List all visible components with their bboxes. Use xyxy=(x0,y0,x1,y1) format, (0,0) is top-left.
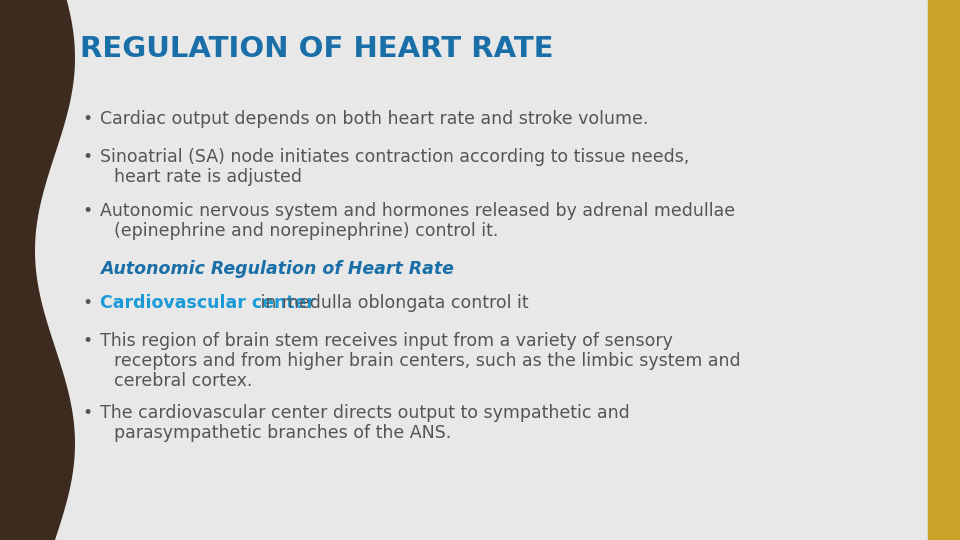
Text: The cardiovascular center directs output to sympathetic and: The cardiovascular center directs output… xyxy=(100,404,630,422)
Text: •: • xyxy=(82,110,92,128)
Text: (epinephrine and norepinephrine) control it.: (epinephrine and norepinephrine) control… xyxy=(114,222,498,240)
Text: Cardiac output depends on both heart rate and stroke volume.: Cardiac output depends on both heart rat… xyxy=(100,110,648,128)
Text: cerebral cortex.: cerebral cortex. xyxy=(114,372,252,390)
Text: Cardiovascular center: Cardiovascular center xyxy=(100,294,315,312)
Text: parasympathetic branches of the ANS.: parasympathetic branches of the ANS. xyxy=(114,424,451,442)
Text: •: • xyxy=(82,294,92,312)
Text: •: • xyxy=(82,202,92,220)
Text: •: • xyxy=(82,332,92,350)
Text: receptors and from higher brain centers, such as the limbic system and: receptors and from higher brain centers,… xyxy=(114,352,740,370)
Text: in medulla oblongata control it: in medulla oblongata control it xyxy=(255,294,529,312)
Text: •: • xyxy=(82,148,92,166)
Text: •: • xyxy=(82,404,92,422)
Text: Autonomic Regulation of Heart Rate: Autonomic Regulation of Heart Rate xyxy=(100,260,454,278)
Text: Autonomic nervous system and hormones released by adrenal medullae: Autonomic nervous system and hormones re… xyxy=(100,202,735,220)
Bar xyxy=(928,0,960,540)
Polygon shape xyxy=(0,0,75,540)
Text: This region of brain stem receives input from a variety of sensory: This region of brain stem receives input… xyxy=(100,332,673,350)
Text: heart rate is adjusted: heart rate is adjusted xyxy=(114,168,302,186)
Text: REGULATION OF HEART RATE: REGULATION OF HEART RATE xyxy=(80,35,554,63)
Text: Sinoatrial (SA) node initiates contraction according to tissue needs,: Sinoatrial (SA) node initiates contracti… xyxy=(100,148,689,166)
